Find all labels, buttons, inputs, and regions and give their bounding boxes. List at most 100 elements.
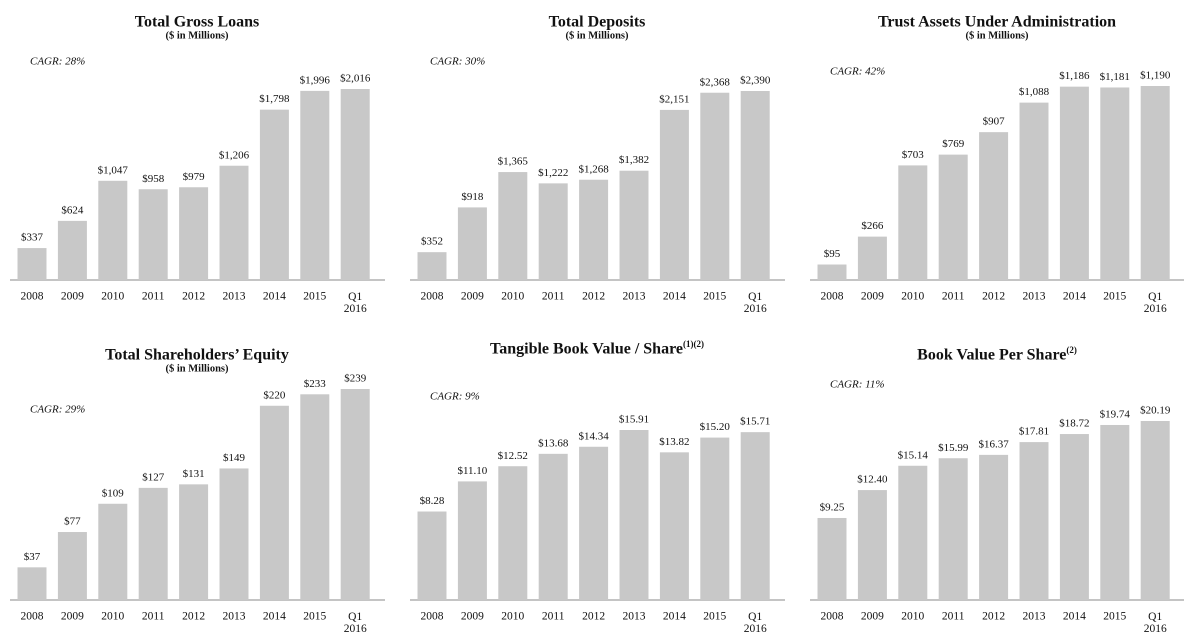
bar — [17, 567, 47, 600]
value-label: $1,365 — [498, 156, 529, 168]
value-label: $2,016 — [340, 73, 371, 85]
value-label: $1,996 — [300, 74, 331, 86]
x-tick-label: 2013 — [223, 611, 246, 623]
chart: Tangible Book Value / Share(1)(2) CAGR: 9… — [410, 339, 785, 635]
chart-subtitle: ($ in Millions) — [965, 30, 1029, 41]
value-label: $11.10 — [457, 465, 487, 477]
chart-title: Trust Assets Under Administration — [878, 14, 1116, 31]
value-label: $95 — [824, 248, 841, 260]
x-tick-label: Q1 2016 — [344, 611, 367, 635]
bar — [179, 187, 209, 280]
bar — [619, 430, 649, 600]
x-tick-label: 2011 — [542, 611, 565, 623]
value-label: $1,186 — [1059, 70, 1090, 82]
value-label: $979 — [183, 171, 206, 183]
bar — [259, 405, 289, 600]
x-tick-label: 2009 — [461, 611, 484, 623]
x-tick-label: 2008 — [821, 611, 844, 623]
x-tick-label: 2015 — [1103, 291, 1126, 303]
chart-title: Total Deposits — [549, 14, 646, 31]
bar — [417, 252, 447, 280]
bar — [219, 165, 249, 280]
x-tick-label: 2014 — [663, 611, 686, 623]
x-tick-label: 2012 — [982, 611, 1005, 623]
bar — [219, 468, 249, 600]
title-superscript: (2) — [1066, 345, 1077, 355]
bar — [857, 236, 887, 280]
x-tick-label: 2012 — [182, 291, 205, 303]
value-label: $127 — [142, 471, 165, 483]
x-tick-label: 2008 — [421, 291, 444, 303]
bar — [817, 264, 847, 280]
x-tick-label: 2010 — [501, 291, 524, 303]
value-label: $12.40 — [857, 474, 888, 486]
bar — [98, 180, 128, 280]
value-label: $77 — [64, 516, 81, 528]
bar — [457, 481, 487, 600]
value-label: $1,798 — [259, 93, 290, 105]
x-tick-label: 2010 — [901, 291, 924, 303]
value-label: $13.82 — [659, 436, 689, 448]
value-label: $239 — [344, 373, 367, 385]
x-tick-label: Q1 2016 — [744, 611, 767, 635]
tick-line: Q1 — [748, 611, 762, 623]
x-tick-label: 2009 — [861, 611, 884, 623]
bar — [1019, 102, 1049, 280]
x-tick-label: 2014 — [263, 611, 286, 623]
x-tick-label: 2009 — [61, 611, 84, 623]
tick-line: 2016 — [344, 303, 367, 315]
bar — [740, 432, 770, 600]
value-label: $1,268 — [578, 163, 609, 175]
x-tick-label: 2012 — [182, 611, 205, 623]
cagr-note: CAGR: 28% — [30, 56, 85, 68]
bar — [1100, 87, 1130, 280]
chart: Book Value Per Share(2) CAGR: 11% $9.25 200… — [810, 345, 1184, 635]
tick-line: 2016 — [744, 623, 767, 635]
x-tick-label: 2013 — [1023, 291, 1046, 303]
x-tick-label: 2011 — [942, 291, 965, 303]
value-label: $37 — [24, 551, 41, 563]
bar — [700, 437, 730, 600]
value-label: $15.20 — [700, 421, 731, 433]
x-tick-label: 2011 — [142, 291, 165, 303]
bar — [659, 109, 689, 281]
value-label: $14.34 — [578, 430, 609, 442]
value-label: $131 — [183, 468, 205, 480]
value-label: $19.74 — [1100, 409, 1131, 421]
x-tick-label: Q1 2016 — [1144, 611, 1167, 635]
x-tick-label: 2013 — [623, 611, 646, 623]
x-tick-label: 2013 — [623, 291, 646, 303]
value-label: $20.19 — [1140, 405, 1171, 417]
bar — [498, 466, 528, 600]
value-label: $15.99 — [938, 442, 969, 454]
value-label: $15.91 — [619, 414, 649, 426]
value-label: $958 — [142, 173, 165, 185]
x-tick-label: 2009 — [861, 291, 884, 303]
bar — [659, 452, 689, 600]
x-tick-label: 2015 — [1103, 611, 1126, 623]
x-tick-label: 2011 — [142, 611, 165, 623]
bar — [579, 446, 609, 600]
x-tick-label: 2015 — [303, 291, 326, 303]
value-label: $16.37 — [978, 438, 1009, 450]
x-tick-label: 2009 — [461, 291, 484, 303]
bar — [17, 248, 47, 280]
bar — [740, 91, 770, 280]
bar — [1140, 421, 1170, 600]
bar — [57, 220, 87, 280]
value-label: $15.71 — [740, 416, 770, 428]
x-tick-label: 2010 — [501, 611, 524, 623]
chart-title: Book Value Per Share(2) — [917, 345, 1077, 364]
chart: Total Gross Loans($ in Millions) CAGR: 28… — [10, 14, 385, 315]
value-label: $18.72 — [1059, 418, 1089, 430]
x-tick-label: Q1 2016 — [344, 291, 367, 315]
bar — [259, 109, 289, 280]
bar — [898, 165, 928, 280]
cagr-note: CAGR: 29% — [30, 404, 85, 416]
x-tick-label: 2011 — [942, 611, 965, 623]
cagr-note: CAGR: 9% — [430, 391, 480, 403]
x-tick-label: 2008 — [421, 611, 444, 623]
tick-line: 2016 — [744, 303, 767, 315]
cagr-note: CAGR: 42% — [830, 66, 885, 78]
value-label: $1,206 — [219, 149, 250, 161]
